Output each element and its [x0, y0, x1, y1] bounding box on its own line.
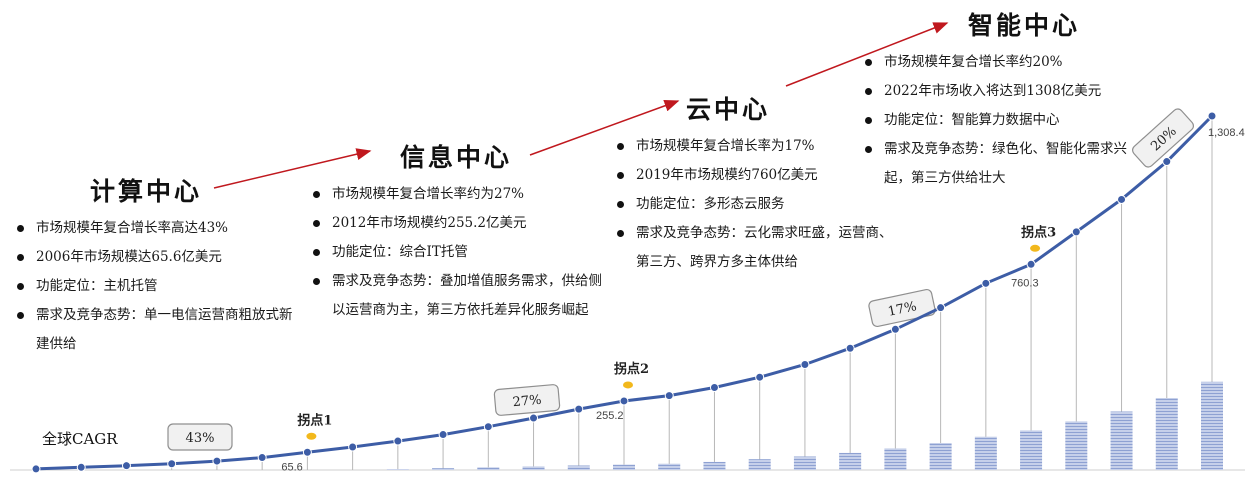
inflection-label: 拐点3	[1021, 224, 1056, 240]
bullet-item: 功能定位：多形态云服务	[614, 190, 894, 219]
data-point	[981, 278, 991, 288]
bar	[703, 461, 726, 470]
inflection-label: 拐点1	[297, 412, 332, 428]
bullet-item: 功能定位：综合IT托管	[310, 238, 610, 267]
stage-intelligent-center: 智能中心 市场规模年复合增长率约20% 2022年市场收入将达到1308亿美元 …	[862, 6, 1132, 193]
bar	[658, 463, 681, 470]
data-point	[755, 372, 765, 382]
bullet-item: 2006年市场规模达65.6亿美元	[14, 243, 304, 272]
stage-arrow	[785, 22, 949, 87]
data-point	[529, 413, 539, 423]
bullet-item: 需求及竞争态势：单一电信运营商粗放式新建供给	[14, 301, 304, 359]
stage-information-center: 信息中心 市场规模年复合增长率约为27% 2012年市场规模约255.2亿美元 …	[310, 138, 610, 325]
bar	[1201, 381, 1223, 470]
data-point	[257, 453, 267, 463]
bullet-item: 市场规模年复合增长率为17%	[614, 132, 894, 161]
stage-bullet-list: 市场规模年复合增长率约为27% 2012年市场规模约255.2亿美元 功能定位：…	[310, 180, 610, 325]
data-point	[31, 464, 41, 474]
bar	[477, 467, 500, 470]
bar	[522, 466, 545, 470]
data-point	[890, 324, 900, 334]
bullet-item: 需求及竞争态势：叠加增值服务需求，供给侧以运营商为主，第三方依托差异化服务崛起	[310, 267, 610, 325]
data-point	[936, 303, 946, 313]
bar	[748, 459, 771, 470]
data-point	[1117, 194, 1127, 204]
cagr-badge-box	[1131, 108, 1195, 168]
inflection-label: 拐点2	[614, 361, 649, 377]
data-point	[76, 462, 86, 472]
cagr-badge-box	[167, 423, 233, 451]
stage-bullet-list: 市场规模年复合增长率高达43% 2006年市场规模达65.6亿美元 功能定位：主…	[14, 214, 304, 359]
bar	[567, 465, 590, 470]
bar	[432, 468, 455, 470]
inflection-marker	[623, 381, 633, 389]
bar	[1155, 398, 1178, 470]
stage-title: 计算中心	[90, 177, 203, 206]
stage-arrow	[529, 99, 680, 156]
data-point	[212, 456, 222, 466]
data-point	[1071, 227, 1081, 237]
data-point	[664, 391, 674, 401]
stage-title: 信息中心	[400, 143, 513, 172]
cagr-badge-label: 27%	[512, 393, 542, 410]
stage-cloud-center: 云中心 市场规模年复合增长率为17% 2019年市场规模约760亿美元 功能定位…	[614, 90, 894, 277]
data-point	[1162, 157, 1172, 167]
stage-title: 智能中心	[968, 11, 1081, 40]
stage-arrow	[213, 148, 372, 189]
bar	[386, 469, 409, 470]
cagr-badge-label: 43%	[186, 431, 215, 446]
value-label: 1,308.4	[1208, 127, 1245, 139]
data-point	[1207, 111, 1217, 121]
bullet-item: 市场规模年复合增长率约为27%	[310, 180, 610, 209]
cagr-badge: 27%	[493, 384, 561, 416]
bullet-item: 2022年市场收入将达到1308亿美元	[862, 77, 1132, 106]
bar	[884, 448, 907, 470]
cagr-badge: 17%	[868, 288, 936, 328]
bullet-item: 2012年市场规模约255.2亿美元	[310, 209, 610, 238]
cagr-badge-label: 17%	[887, 299, 918, 320]
value-label: 255.2	[596, 410, 624, 422]
bar	[929, 443, 952, 470]
bullet-item: 需求及竞争态势：云化需求旺盛，运营商、第三方、跨界方多主体供给	[614, 219, 894, 277]
data-point	[709, 382, 719, 392]
bar	[1020, 430, 1043, 470]
stage-bullet-list: 市场规模年复合增长率为17% 2019年市场规模约760亿美元 功能定位：多形态…	[614, 132, 894, 277]
bar	[613, 464, 635, 470]
data-point	[393, 436, 403, 446]
data-point	[167, 459, 177, 469]
bar	[1065, 421, 1088, 470]
cagr-badge: 43%	[167, 423, 233, 451]
value-label: 65.6	[281, 461, 302, 473]
bullet-item: 市场规模年复合增长率约20%	[862, 48, 1132, 77]
data-point	[800, 359, 810, 369]
bullet-item: 功能定位：智能算力数据中心	[862, 106, 1132, 135]
stage-bullet-list: 市场规模年复合增长率约20% 2022年市场收入将达到1308亿美元 功能定位：…	[862, 48, 1132, 193]
bar	[793, 456, 816, 470]
data-point	[845, 343, 855, 353]
bar	[974, 436, 997, 470]
stage-compute-center: 计算中心 市场规模年复合增长率高达43% 2006年市场规模达65.6亿美元 功…	[14, 172, 304, 359]
cagr-badge-box	[493, 384, 561, 416]
data-point	[348, 442, 358, 452]
bar	[1110, 411, 1133, 470]
data-point	[121, 461, 131, 471]
data-point	[438, 430, 448, 440]
bullet-item: 功能定位：主机托管	[14, 272, 304, 301]
bullet-item: 市场规模年复合增长率高达43%	[14, 214, 304, 243]
data-point	[1026, 259, 1036, 269]
inflection-marker	[1030, 244, 1041, 252]
data-point	[302, 447, 312, 457]
data-point	[483, 422, 493, 432]
value-label: 760.3	[1011, 277, 1039, 289]
data-point	[619, 396, 629, 406]
data-point	[574, 404, 584, 414]
inflection-marker	[306, 432, 317, 440]
stage-title: 云中心	[686, 95, 771, 124]
cagr-row-label: 全球CAGR	[42, 430, 118, 448]
bullet-item: 2019年市场规模约760亿美元	[614, 161, 894, 190]
bullet-item: 需求及竞争态势：绿色化、智能化需求兴起，第三方供给壮大	[862, 135, 1132, 193]
bar	[839, 452, 862, 470]
